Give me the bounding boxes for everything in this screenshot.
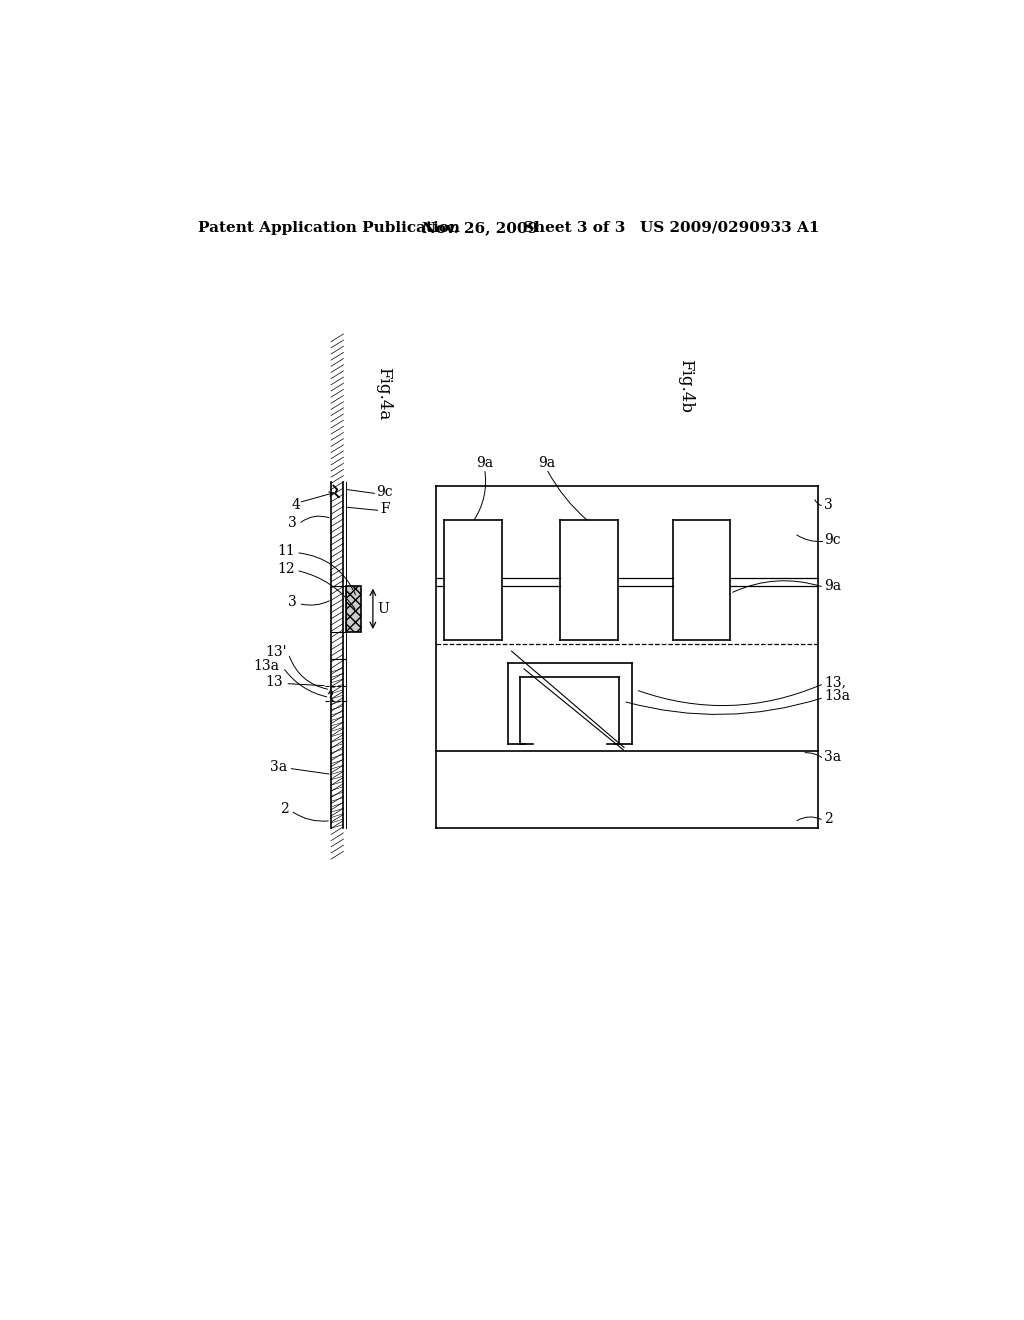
Text: 13a: 13a — [253, 659, 280, 673]
Text: 3: 3 — [824, 498, 833, 512]
Text: 3a: 3a — [269, 760, 287, 774]
Text: US 2009/0290933 A1: US 2009/0290933 A1 — [640, 220, 819, 235]
Text: 3a: 3a — [824, 751, 841, 764]
Bar — [346, 586, 360, 632]
Text: Fig.4a: Fig.4a — [375, 367, 392, 420]
Text: 9c: 9c — [824, 532, 841, 546]
Text: Sheet 3 of 3: Sheet 3 of 3 — [523, 220, 626, 235]
Text: 2: 2 — [280, 803, 289, 816]
Text: 9c: 9c — [376, 484, 392, 499]
Text: 13: 13 — [265, 675, 283, 689]
Text: 9a: 9a — [824, 578, 841, 593]
Text: Nov. 26, 2009: Nov. 26, 2009 — [423, 220, 539, 235]
Text: 13,: 13, — [824, 675, 846, 689]
Text: U: U — [378, 602, 389, 616]
Text: 13a: 13a — [824, 689, 850, 702]
Text: 13': 13' — [265, 645, 287, 659]
Text: F: F — [380, 502, 389, 516]
Text: 11: 11 — [276, 544, 295, 558]
Text: 9a: 9a — [476, 455, 494, 470]
Text: Patent Application Publication: Patent Application Publication — [198, 220, 460, 235]
Text: Fig.4b: Fig.4b — [678, 359, 694, 413]
Text: 9a: 9a — [538, 455, 555, 470]
Text: 4: 4 — [291, 498, 300, 512]
Text: 2: 2 — [824, 812, 833, 826]
Text: 3: 3 — [288, 595, 297, 609]
Text: 3: 3 — [288, 516, 297, 529]
Text: 12: 12 — [278, 562, 295, 576]
